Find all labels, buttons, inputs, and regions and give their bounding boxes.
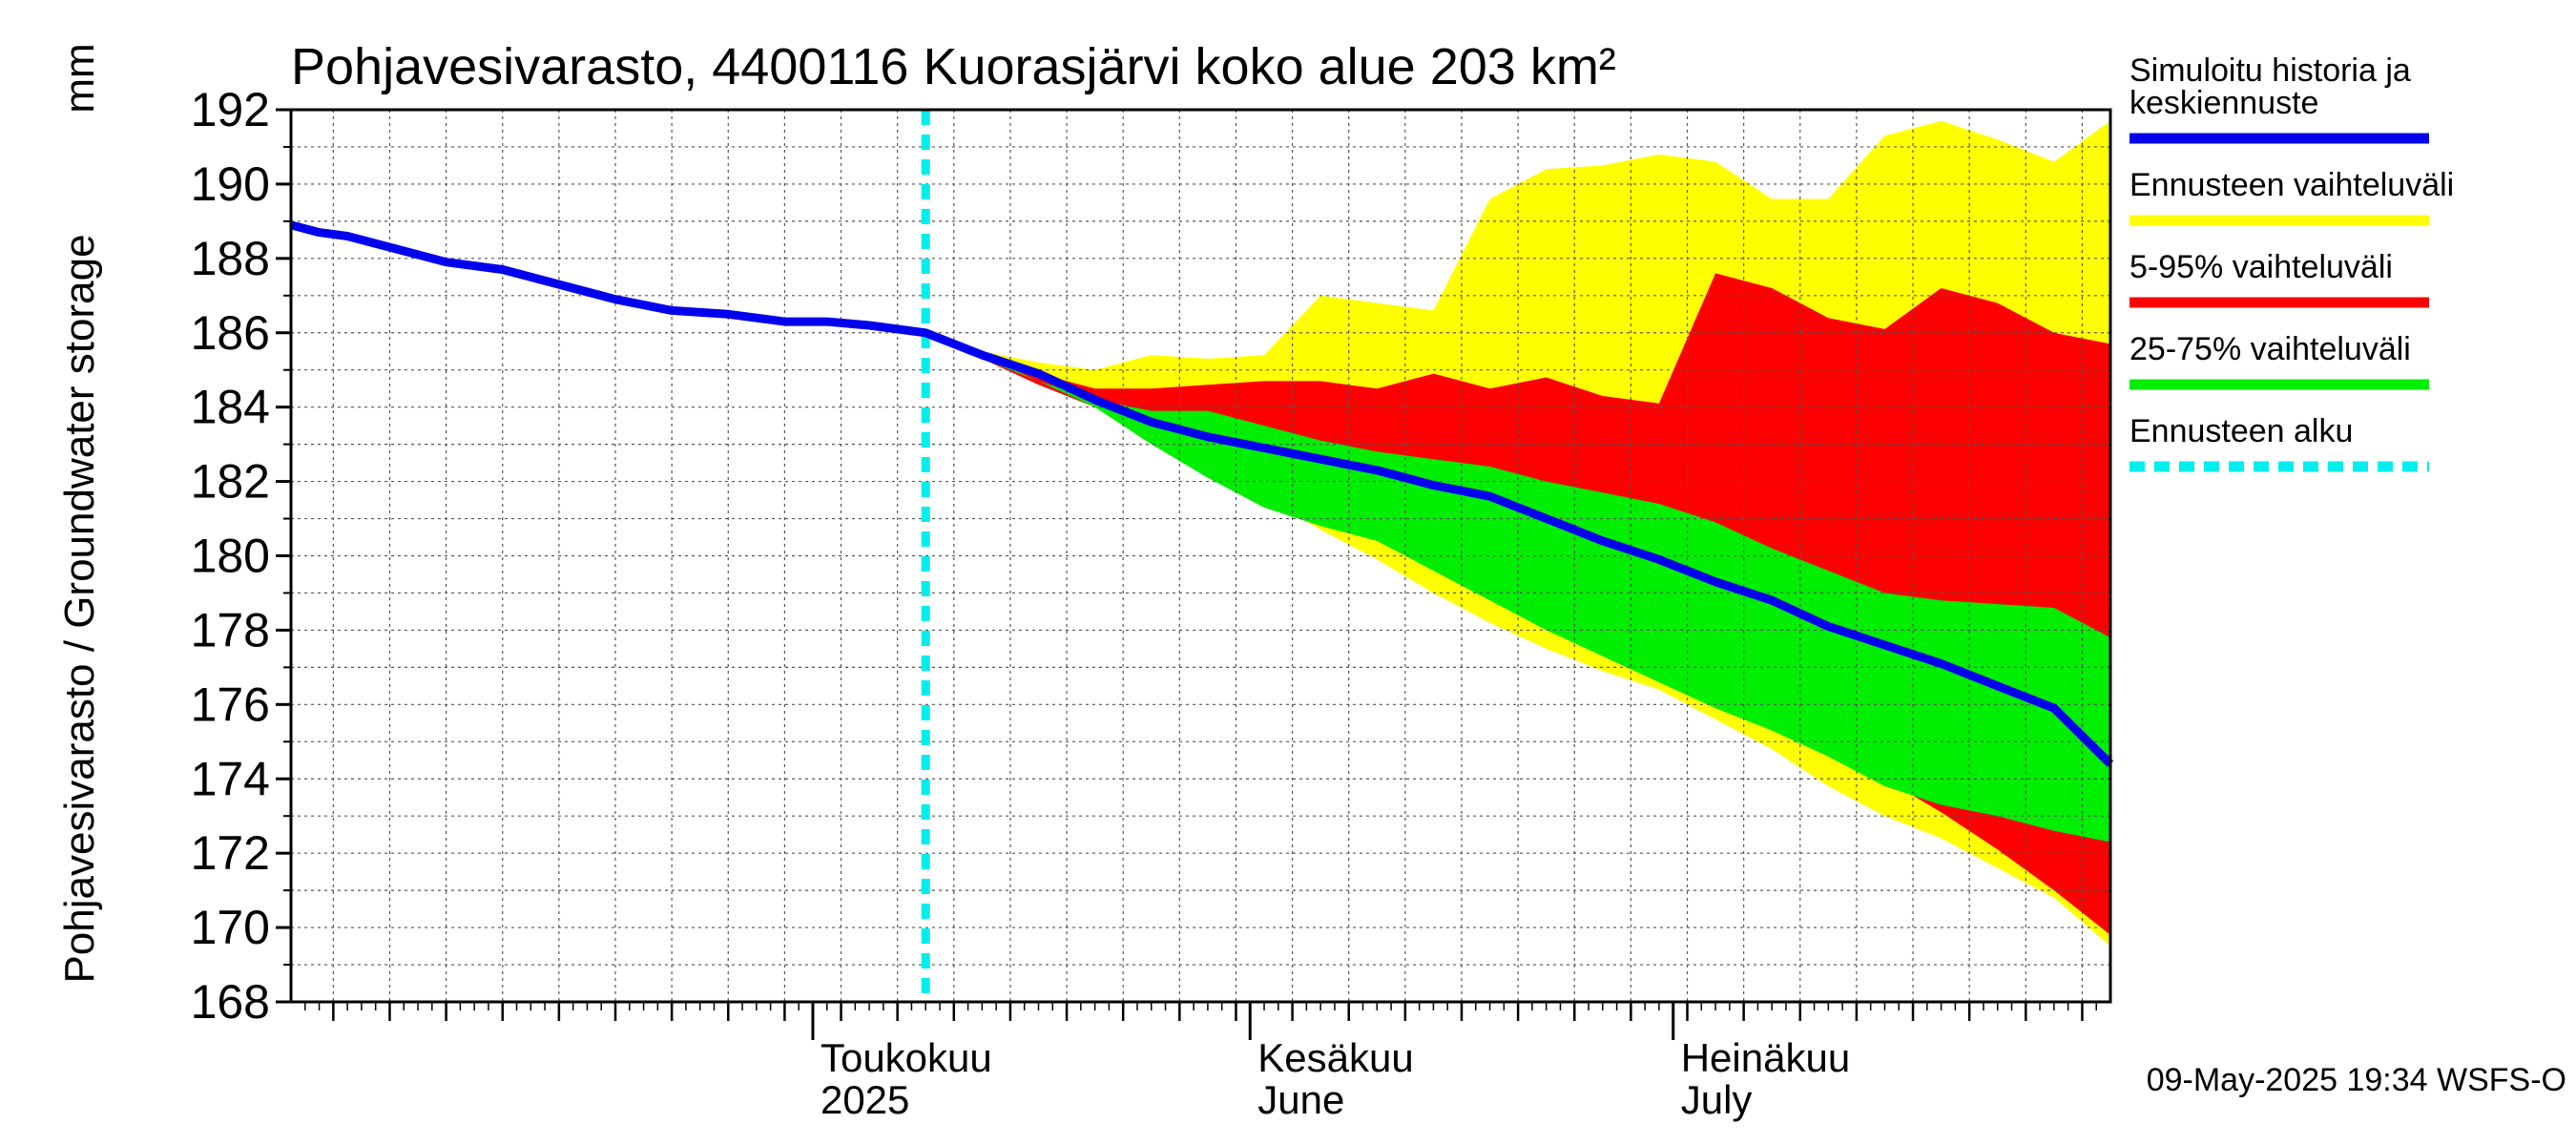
x-month-label: Toukokuu [821,1035,992,1080]
series-lines [289,110,2114,1002]
y-tick-label: 190 [191,157,270,211]
y-tick-label: 182 [191,455,270,509]
y-tick-label: 172 [191,826,270,880]
y-tick-label: 168 [191,975,270,1029]
history-line [289,220,2114,767]
x-ticks [304,1002,2097,1021]
y-tick-label: 186 [191,306,270,360]
y-tick-label: 184 [191,381,270,434]
legend-label: Ennusteen alku [2129,413,2353,449]
x-month-sublabel: June [1257,1077,1344,1122]
legend-label: Ennusteen vaihteluväli [2129,167,2454,203]
legend-label: 25-75% vaihteluväli [2129,331,2411,367]
chart-title: Pohjavesivarasto, 4400116 Kuorasjärvi ko… [291,38,1616,95]
legend-label: 5-95% vaihteluväli [2129,249,2393,285]
y-tick-label: 178 [191,603,270,656]
y-tick-label: 170 [191,901,270,954]
legend-label: keskiennuste [2129,85,2318,121]
y-ticks: 168 170 172 174 176 178 180 182 184 186 188 190 192 [191,83,291,1029]
x-month-label: Kesäkuu [1257,1035,1413,1080]
band-25-75 [925,332,2111,843]
y-tick-label: 176 [191,677,270,731]
x-month-sublabel: July [1681,1077,1753,1122]
x-month-sublabel: 2025 [821,1077,909,1122]
y-tick-label: 174 [191,752,270,805]
y-tick-label: 188 [191,232,270,285]
y-axis-unit: mm [56,43,103,113]
legend-label: Simuloitu historia ja [2129,52,2411,89]
y-tick-label: 180 [191,530,270,583]
y-axis-label: Pohjavesivarasto / Groundwater storage [56,234,103,983]
footer-timestamp: 09-May-2025 19:34 WSFS-O [2147,1062,2566,1098]
x-month-label: Heinäkuu [1681,1035,1850,1080]
y-tick-label: 192 [191,83,270,136]
